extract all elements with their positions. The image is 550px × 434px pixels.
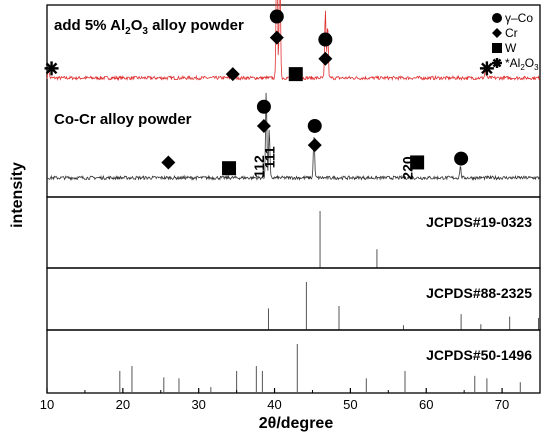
gamma-co-marker: [318, 32, 333, 47]
gamma-co-marker: [454, 151, 469, 166]
cr-marker: [256, 118, 271, 133]
al2o3-marker: [44, 61, 59, 76]
cr-marker: [161, 155, 176, 170]
peak-hkl-label: 111: [262, 146, 278, 168]
x-axis: 10 20 30 40 50 60 70: [40, 388, 509, 412]
w-marker: [492, 43, 502, 53]
x-tick-label: 30: [191, 397, 205, 412]
peak-hkl-label: 112: [251, 155, 267, 178]
x-tick-label: 50: [343, 397, 357, 412]
legend-label: γ–Co: [505, 11, 533, 25]
x-tick-label: 40: [267, 397, 281, 412]
x-tick-label: 70: [495, 397, 509, 412]
w-marker: [288, 67, 303, 82]
gamma-co-marker: [492, 13, 502, 23]
cr-marker: [307, 138, 322, 153]
xrd-pattern-line: [46, 92, 541, 181]
pattern-label-al2o3: add 5% Al2O3 alloy powder: [54, 17, 244, 37]
legend-label: Cr: [505, 26, 518, 40]
panel-frame: [46, 196, 541, 269]
gamma-co-marker: [256, 99, 271, 114]
w-marker: [410, 155, 425, 170]
al2o3-marker: [492, 58, 502, 68]
cr-marker: [318, 51, 333, 66]
y-axis-label: intensity: [9, 162, 26, 228]
pattern-label-cocr: Co-Cr alloy powder: [54, 111, 192, 128]
x-tick-label: 10: [40, 397, 54, 412]
x-axis-label: 2θ/degree: [259, 415, 334, 432]
legend-label: W: [505, 41, 517, 55]
reference-label: JCPDS#50-1496: [426, 347, 532, 363]
chart-panels: add 5% Al2O3 alloy powder Co-Cr alloy pow…: [44, 0, 541, 394]
reference-label: JCPDS#88-2325: [426, 285, 532, 301]
panel-frame: [46, 329, 541, 394]
cr-marker: [269, 30, 284, 45]
x-tick-label: 20: [116, 397, 130, 412]
cr-marker: [492, 28, 502, 38]
x-tick-label: 60: [419, 397, 433, 412]
gamma-co-marker: [307, 118, 322, 133]
cr-marker: [225, 67, 240, 82]
gamma-co-marker: [269, 9, 284, 24]
legend-label: *Al2O3: [505, 56, 539, 72]
peak-hkl-label: 220: [400, 156, 416, 180]
reference-label: JCPDS#19-0323: [426, 214, 532, 230]
w-marker: [222, 161, 237, 176]
al2o3-marker: [479, 61, 494, 76]
